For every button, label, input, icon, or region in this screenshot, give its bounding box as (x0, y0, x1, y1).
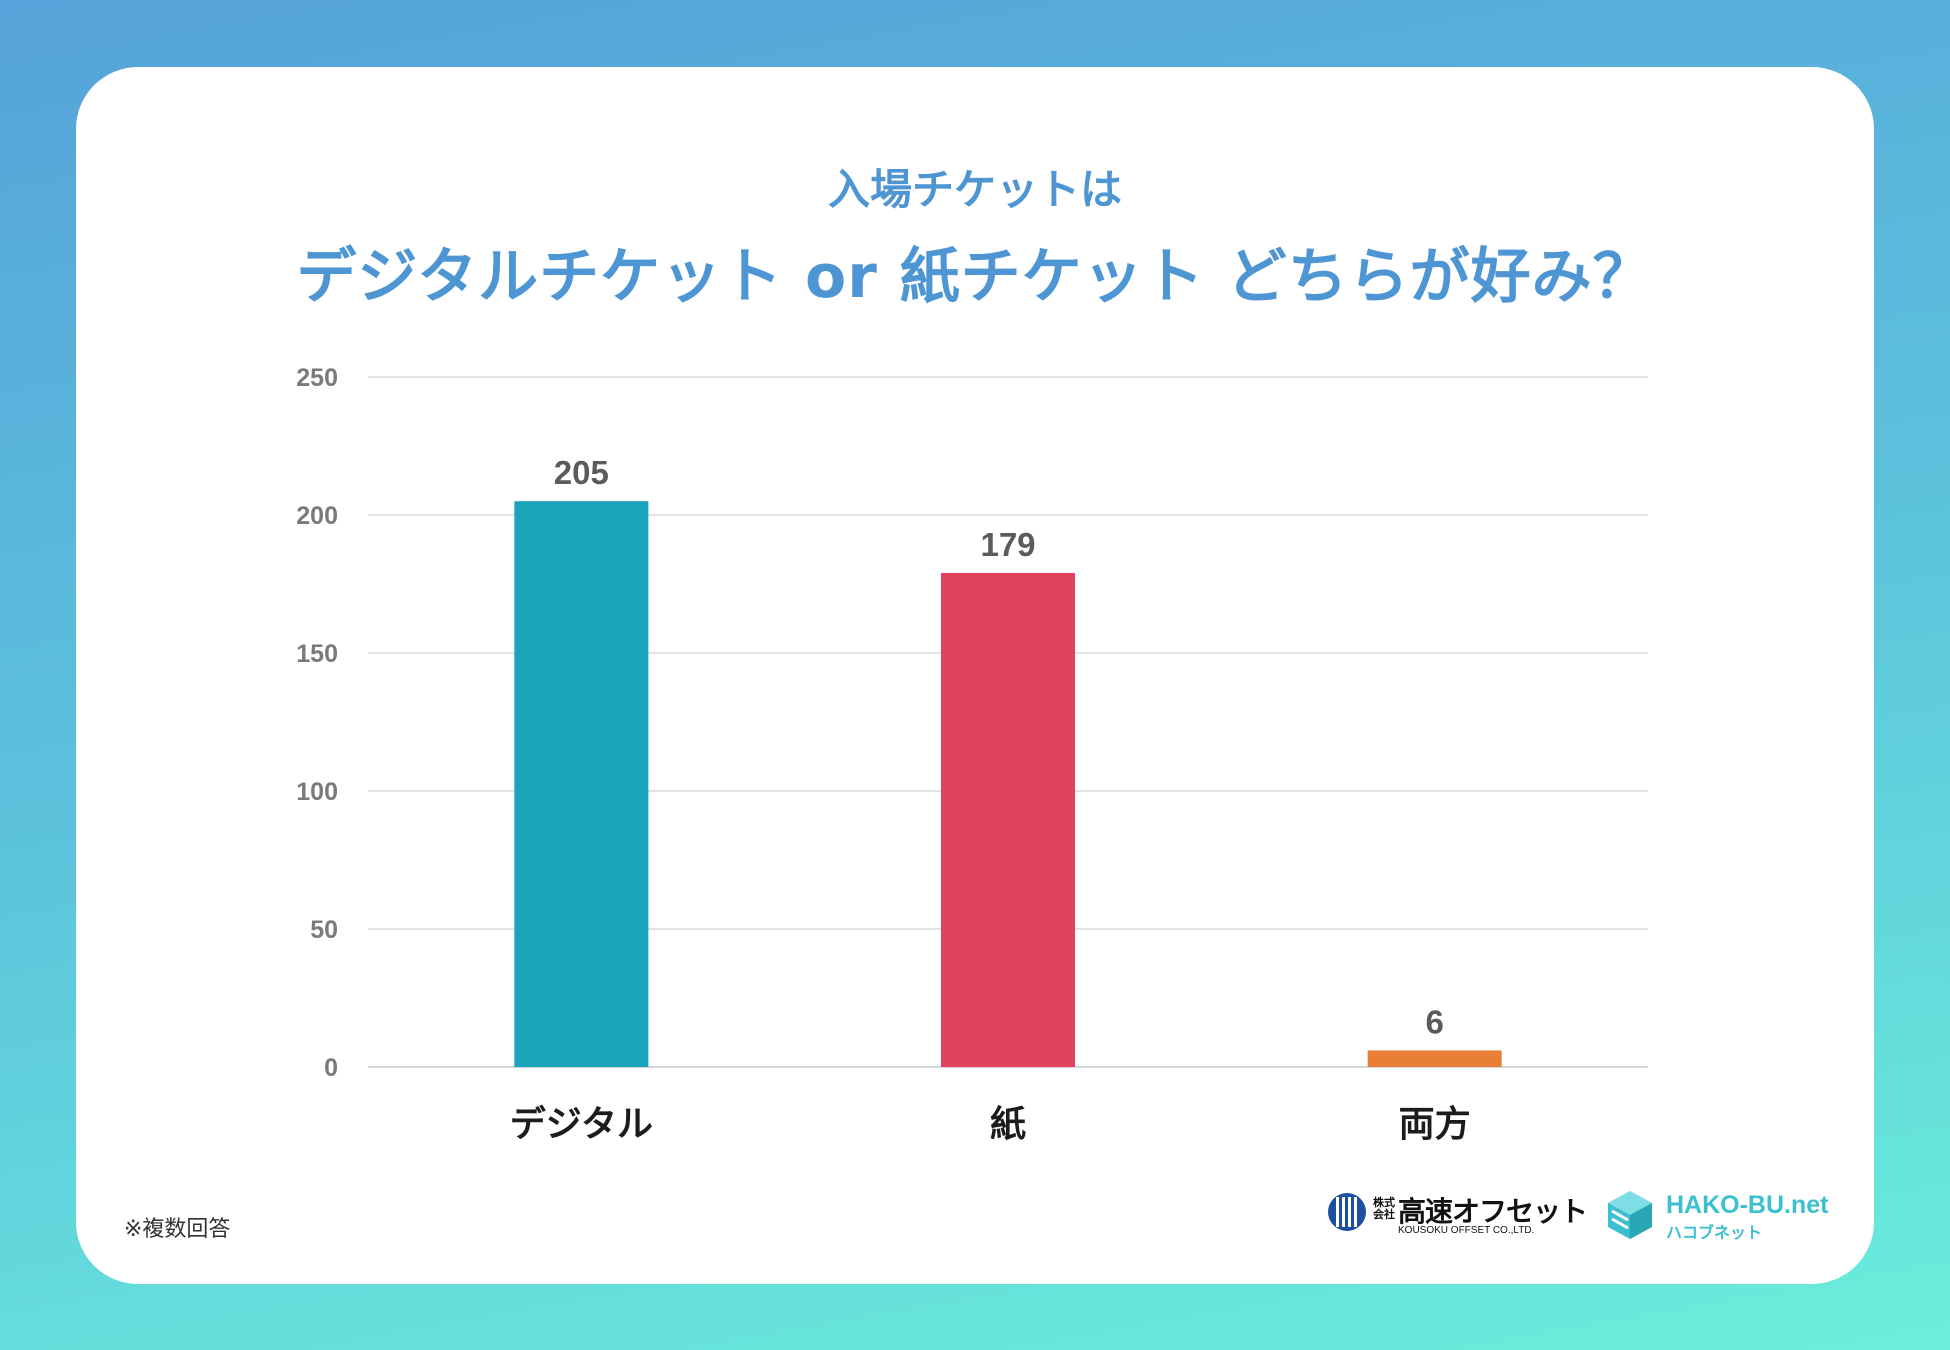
bar (514, 501, 649, 1067)
hako-cube-icon (1608, 1191, 1652, 1239)
kousoku-mark-icon (1328, 1193, 1366, 1231)
x-axis-categories: デジタル 紙 両方 (510, 1103, 1471, 1145)
bar (1367, 1050, 1502, 1067)
bars (514, 501, 1502, 1067)
bar-value-label: 205 (554, 454, 609, 491)
hako-bu-kana: ハコブネット (1666, 1223, 1763, 1242)
data-labels: 205 179 6 (554, 454, 1444, 1040)
bar-value-label: 6 (1425, 1003, 1443, 1040)
y-tick-label: 50 (310, 916, 338, 944)
category-label: 両方 (1399, 1104, 1471, 1145)
y-tick-label: 0 (324, 1054, 338, 1082)
hako-bu-logo: HAKO-BU.net ハコブネット (1604, 1185, 1834, 1245)
kousoku-prefix: 株式会社 (1373, 1196, 1395, 1221)
y-tick-label: 150 (296, 640, 338, 668)
y-tick-label: 200 (296, 502, 338, 530)
kousoku-english-name: KOUSOKU OFFSET CO.,LTD. (1398, 1225, 1535, 1236)
footnote: ※複数回答 (124, 1217, 231, 1242)
kousoku-name: 高速オフセット (1398, 1195, 1588, 1228)
category-label: 紙 (990, 1104, 1026, 1145)
hako-bu-name: HAKO-BU.net (1666, 1191, 1829, 1219)
kousoku-offset-logo: 株式会社 高速オフセット KOUSOKU OFFSET CO.,LTD. (1328, 1190, 1588, 1240)
y-tick-label: 100 (296, 778, 338, 806)
category-label: デジタル (510, 1103, 653, 1145)
y-axis-ticks: 0 50 100 150 200 250 (296, 364, 338, 1082)
y-tick-label: 250 (296, 364, 338, 392)
bar-value-label: 179 (980, 526, 1035, 563)
chart-title: デジタルチケット or 紙チケット どちらが好み？ (296, 242, 1654, 312)
bar (941, 572, 1075, 1067)
chart-subtitle: 入場チケットは (827, 165, 1122, 214)
